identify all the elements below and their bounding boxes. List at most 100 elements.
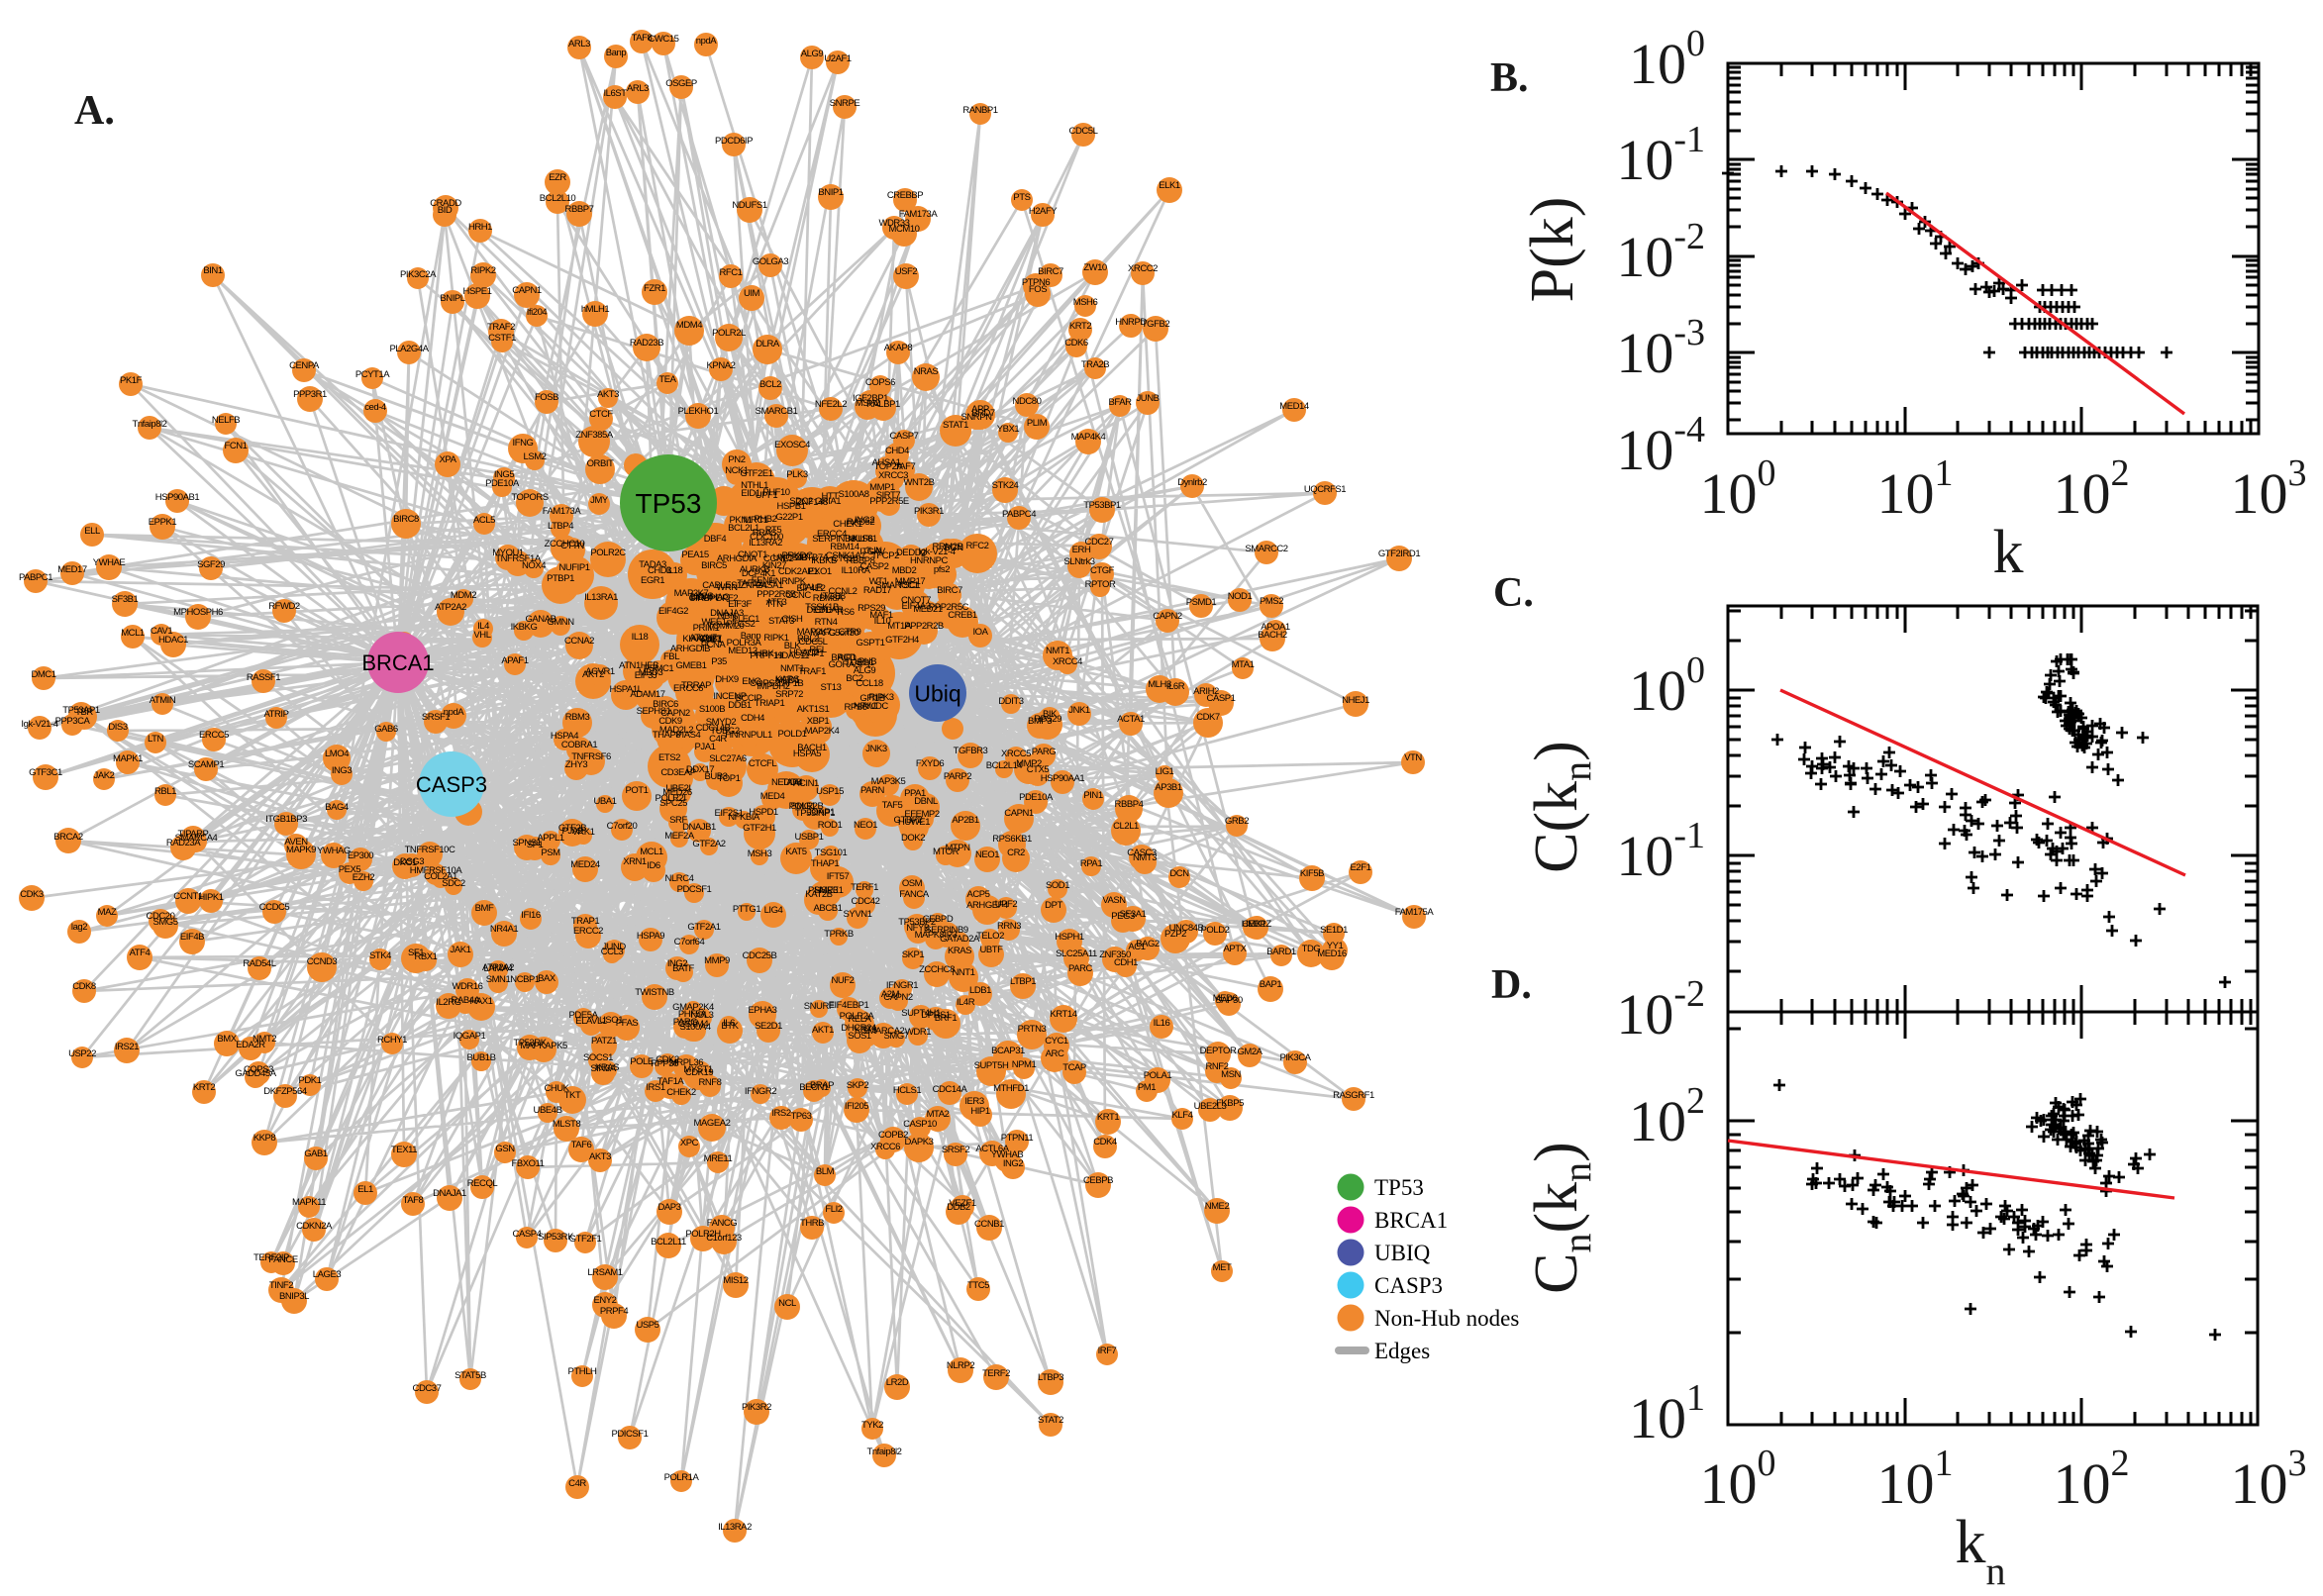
svg-text:MAP3K5: MAP3K5 <box>871 776 906 787</box>
svg-text:GTF2A1: GTF2A1 <box>687 922 720 933</box>
svg-text:BRCA2: BRCA2 <box>53 832 83 843</box>
svg-text:MMP1: MMP1 <box>869 482 895 493</box>
svg-text:NEDD8: NEDD8 <box>771 777 801 788</box>
svg-text:NBN: NBN <box>718 611 737 622</box>
svg-text:PPP2R5E: PPP2R5E <box>869 496 909 507</box>
svg-text:CDC42: CDC42 <box>852 896 880 907</box>
svg-text:CR2: CR2 <box>1007 848 1025 858</box>
svg-text:Ifi204: Ifi204 <box>527 307 548 318</box>
svg-text:CASC3: CASC3 <box>1127 848 1157 858</box>
svg-text:Tnfaip8l2: Tnfaip8l2 <box>866 1446 901 1457</box>
svg-text:PRIM1: PRIM1 <box>693 623 720 634</box>
svg-text:NMT3: NMT3 <box>1133 852 1157 863</box>
svg-text:XRCC6: XRCC6 <box>870 1142 900 1152</box>
svg-text:GANAB: GANAB <box>525 614 556 625</box>
svg-text:SPC25: SPC25 <box>659 798 687 809</box>
svg-text:PN2: PN2 <box>728 454 745 465</box>
svg-text:NELFB: NELFB <box>212 415 240 426</box>
svg-text:HIPK1: HIPK1 <box>198 892 223 903</box>
svg-text:CDK6: CDK6 <box>1064 338 1088 349</box>
svg-text:FANCA: FANCA <box>899 889 930 900</box>
svg-text:PPP3R1: PPP3R1 <box>293 389 327 400</box>
svg-text:CCL3: CCL3 <box>601 947 624 957</box>
svg-text:IER3: IER3 <box>964 1096 983 1107</box>
svg-text:CREB1: CREB1 <box>948 610 977 621</box>
svg-text:IFNGR2: IFNGR2 <box>745 1086 776 1097</box>
svg-text:CDK9: CDK9 <box>658 716 682 727</box>
svg-text:DAP3: DAP3 <box>657 1202 680 1213</box>
svg-text:WDR33: WDR33 <box>878 218 909 229</box>
svg-text:MAPK1: MAPK1 <box>113 753 143 764</box>
svg-text:SF3B1: SF3B1 <box>112 594 139 605</box>
svg-text:BAG2: BAG2 <box>1136 939 1160 949</box>
svg-text:LTBP4: LTBP4 <box>548 521 573 532</box>
svg-text:PSMD1: PSMD1 <box>1186 597 1217 608</box>
svg-text:TRAF1: TRAF1 <box>798 666 826 677</box>
svg-text:CDC14A: CDC14A <box>933 1084 968 1095</box>
svg-text:EIF4E2: EIF4E2 <box>797 583 826 594</box>
svg-text:IL16: IL16 <box>1154 1018 1170 1029</box>
svg-text:TAF1A: TAF1A <box>657 1076 685 1087</box>
svg-text:A.: A. <box>74 88 115 134</box>
svg-text:KARS: KARS <box>775 674 799 685</box>
svg-text:BCCIP: BCCIP <box>736 693 762 704</box>
svg-text:MUS81: MUS81 <box>848 534 877 545</box>
svg-text:HSPA1L: HSPA1L <box>609 684 642 695</box>
svg-text:SIP53RK: SIP53RK <box>538 1232 574 1243</box>
svg-text:CCNL2: CCNL2 <box>829 586 858 597</box>
svg-text:IRS1: IRS1 <box>646 1082 664 1093</box>
svg-text:PPP2R5C: PPP2R5C <box>929 602 969 613</box>
svg-text:SNURF: SNURF <box>804 1001 835 1012</box>
svg-text:TP53: TP53 <box>636 488 702 519</box>
svg-text:CDH4: CDH4 <box>741 713 764 724</box>
svg-text:KAT5: KAT5 <box>785 847 806 857</box>
svg-text:DAPK3: DAPK3 <box>905 1137 934 1147</box>
svg-text:ACP5: ACP5 <box>966 889 989 900</box>
svg-text:MTHFD1: MTHFD1 <box>993 1083 1029 1094</box>
svg-text:FZR1: FZR1 <box>644 283 665 294</box>
svg-text:RRM2B: RRM2B <box>932 542 962 552</box>
svg-text:ING2: ING2 <box>855 515 875 526</box>
svg-text:SE1D1: SE1D1 <box>1320 925 1348 936</box>
svg-text:HMFRSF10A: HMFRSF10A <box>410 865 463 876</box>
svg-text:EPPK1: EPPK1 <box>149 517 177 528</box>
svg-text:CEBPD: CEBPD <box>923 914 954 925</box>
svg-text:WEE1: WEE1 <box>701 617 726 628</box>
svg-text:LIG1: LIG1 <box>1156 766 1174 777</box>
svg-text:CT610: CT610 <box>832 553 858 564</box>
svg-text:SRF: SRF <box>669 815 687 826</box>
svg-text:PKN1: PKN1 <box>729 515 752 526</box>
svg-text:TUBG1: TUBG1 <box>845 657 874 668</box>
svg-text:SUPT4H1: SUPT4H1 <box>901 1008 941 1019</box>
svg-text:ARHGDIA: ARHGDIA <box>717 553 758 564</box>
svg-text:SMG5: SMG5 <box>152 917 177 928</box>
svg-text:ATRIP: ATRIP <box>263 709 288 720</box>
svg-text:DHCR24: DHCR24 <box>841 1023 875 1034</box>
svg-text:XBP1: XBP1 <box>807 716 830 727</box>
svg-text:SOS1: SOS1 <box>848 1031 871 1042</box>
svg-text:BAP1: BAP1 <box>1260 979 1282 990</box>
svg-text:RS6: RS6 <box>837 607 854 618</box>
svg-text:CDC27: CDC27 <box>1085 537 1114 548</box>
svg-text:BACH2: BACH2 <box>1258 630 1287 641</box>
svg-text:PK1F: PK1F <box>120 375 143 386</box>
svg-text:NCK1: NCK1 <box>725 465 749 476</box>
svg-text:APAF1: APAF1 <box>501 655 528 666</box>
svg-text:CTTN: CTTN <box>560 541 584 551</box>
svg-text:XPC: XPC <box>680 1138 699 1148</box>
svg-text:PJA2: PJA2 <box>562 826 583 837</box>
svg-text:TNFRSF6: TNFRSF6 <box>571 751 611 762</box>
svg-text:SCAMP1: SCAMP1 <box>188 759 225 770</box>
svg-text:PAF1: PAF1 <box>701 635 722 646</box>
svg-text:BID: BID <box>438 205 453 216</box>
svg-text:NR4A1: NR4A1 <box>490 924 519 935</box>
svg-text:RNF8: RNF8 <box>698 1077 721 1088</box>
svg-text:HSPA9: HSPA9 <box>637 931 664 942</box>
svg-text:ARHGDIB: ARHGDIB <box>670 644 710 654</box>
svg-text:EZH2: EZH2 <box>353 872 375 883</box>
svg-text:COL2A1: COL2A1 <box>424 871 457 882</box>
svg-text:MRPL36: MRPL36 <box>669 1057 703 1068</box>
svg-text:MSH3: MSH3 <box>748 848 772 859</box>
svg-text:ACIN1: ACIN1 <box>793 778 819 789</box>
svg-text:EIF3F: EIF3F <box>728 599 752 610</box>
